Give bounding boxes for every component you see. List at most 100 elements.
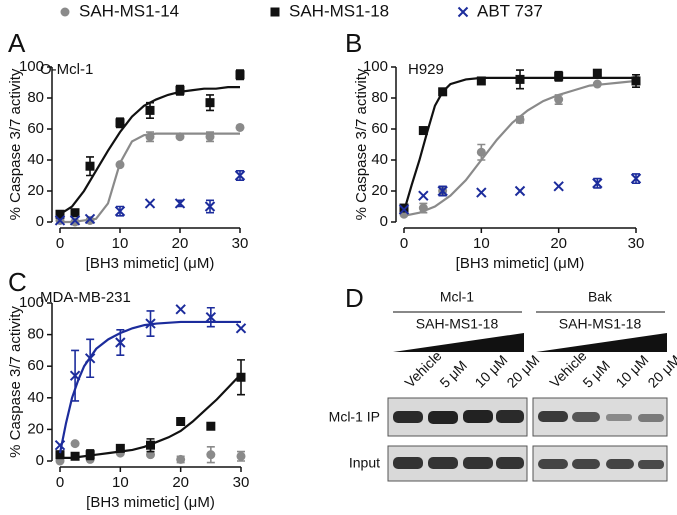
legend-label: ABT 737 [477,1,543,20]
band [496,457,524,469]
row-label: Input [349,455,380,471]
data-point [205,132,215,142]
data-point [399,203,409,213]
treatment-label: SAH-MS1-18 [416,316,499,332]
panel-letter: A [8,28,26,58]
data-point [85,450,95,460]
data-point [146,450,155,460]
data-point [145,318,156,329]
data-point [630,173,642,184]
x-tick-label: 10 [112,235,129,252]
x-tick-label: 20 [550,235,567,252]
y-tick-label: 40 [371,151,388,168]
band [606,459,634,469]
data-point [235,323,247,334]
data-point [592,79,602,89]
data-point [69,215,81,226]
band [572,412,600,422]
band [463,457,493,469]
data-point [476,187,487,198]
y-tick-label: 0 [36,452,44,469]
lane-label: 10 μM [612,352,651,391]
data-point [55,209,65,219]
data-point [476,76,486,86]
band [496,410,524,423]
x-tick-label: 0 [56,474,64,491]
panel-letter: B [345,28,362,58]
data-point [115,160,125,170]
y-tick-label: 60 [27,120,44,137]
x-tick-label: 30 [232,235,249,252]
legend-marker [60,7,70,17]
y-tick-label: 20 [27,182,44,199]
band [638,460,664,469]
band [538,411,568,422]
data-point [69,370,81,381]
data-point [114,205,126,217]
data-point [592,68,602,78]
y-tick-label: 80 [27,89,44,106]
data-point [115,443,125,453]
data-point [206,450,216,460]
panel-letter: D [345,283,364,313]
legend-label: SAH-MS1-14 [79,1,179,20]
y-tick-label: 40 [27,389,44,406]
data-point [515,74,525,84]
x-tick-label: 10 [112,474,129,491]
y-tick-label: 0 [36,213,44,230]
y-tick-label: 100 [19,58,44,75]
panel-letter: C [8,267,27,297]
data-point [437,185,448,197]
y-tick-label: 100 [19,294,44,311]
x-axis-label: [BH3 mimetic] (μM) [86,255,215,272]
y-tick-label: 20 [371,182,388,199]
x-tick-label: 20 [172,474,189,491]
data-point [418,190,429,201]
data-point [554,71,564,81]
data-point [236,451,246,461]
band [428,457,458,469]
data-point [70,208,80,218]
data-point [515,115,525,125]
data-point [115,337,126,348]
data-point [85,215,95,225]
lane-label: 5 μM [436,357,470,391]
y-tick-label: 80 [371,89,388,106]
legend-marker [270,7,280,17]
lane-label: 20 μM [503,352,542,391]
data-point [85,161,95,171]
y-tick-label: 100 [363,58,388,75]
data-point [174,198,186,209]
band [606,414,632,421]
data-point [54,439,66,451]
x-axis-label: [BH3 mimetic] (μM) [456,255,585,272]
data-point [70,217,80,227]
x-tick-label: 10 [473,235,490,252]
data-point [514,185,526,197]
x-tick-label: 30 [233,474,250,491]
data-point [145,132,155,142]
band [463,410,493,423]
data-point [554,95,564,105]
x-tick-label: 0 [400,235,408,252]
group-label: Bak [588,289,613,305]
data-point [144,198,156,209]
data-point [54,215,66,226]
data-point [234,170,246,181]
data-point [235,122,245,132]
annotation: H929 [408,61,444,78]
data-point [175,304,186,315]
annotation: O-Mcl-1 [40,61,93,78]
data-point [476,147,486,157]
row-label: Mcl-1 IP [329,409,380,425]
data-point [398,204,410,215]
x-tick-label: 20 [172,235,189,252]
data-point [84,353,96,364]
fit-curve [402,76,636,212]
data-point [70,439,80,449]
y-tick-label: 80 [27,326,44,343]
data-point [206,421,216,431]
x-axis-label: [BH3 mimetic] (μM) [86,494,215,511]
treatment-label: SAH-MS1-18 [559,316,642,332]
